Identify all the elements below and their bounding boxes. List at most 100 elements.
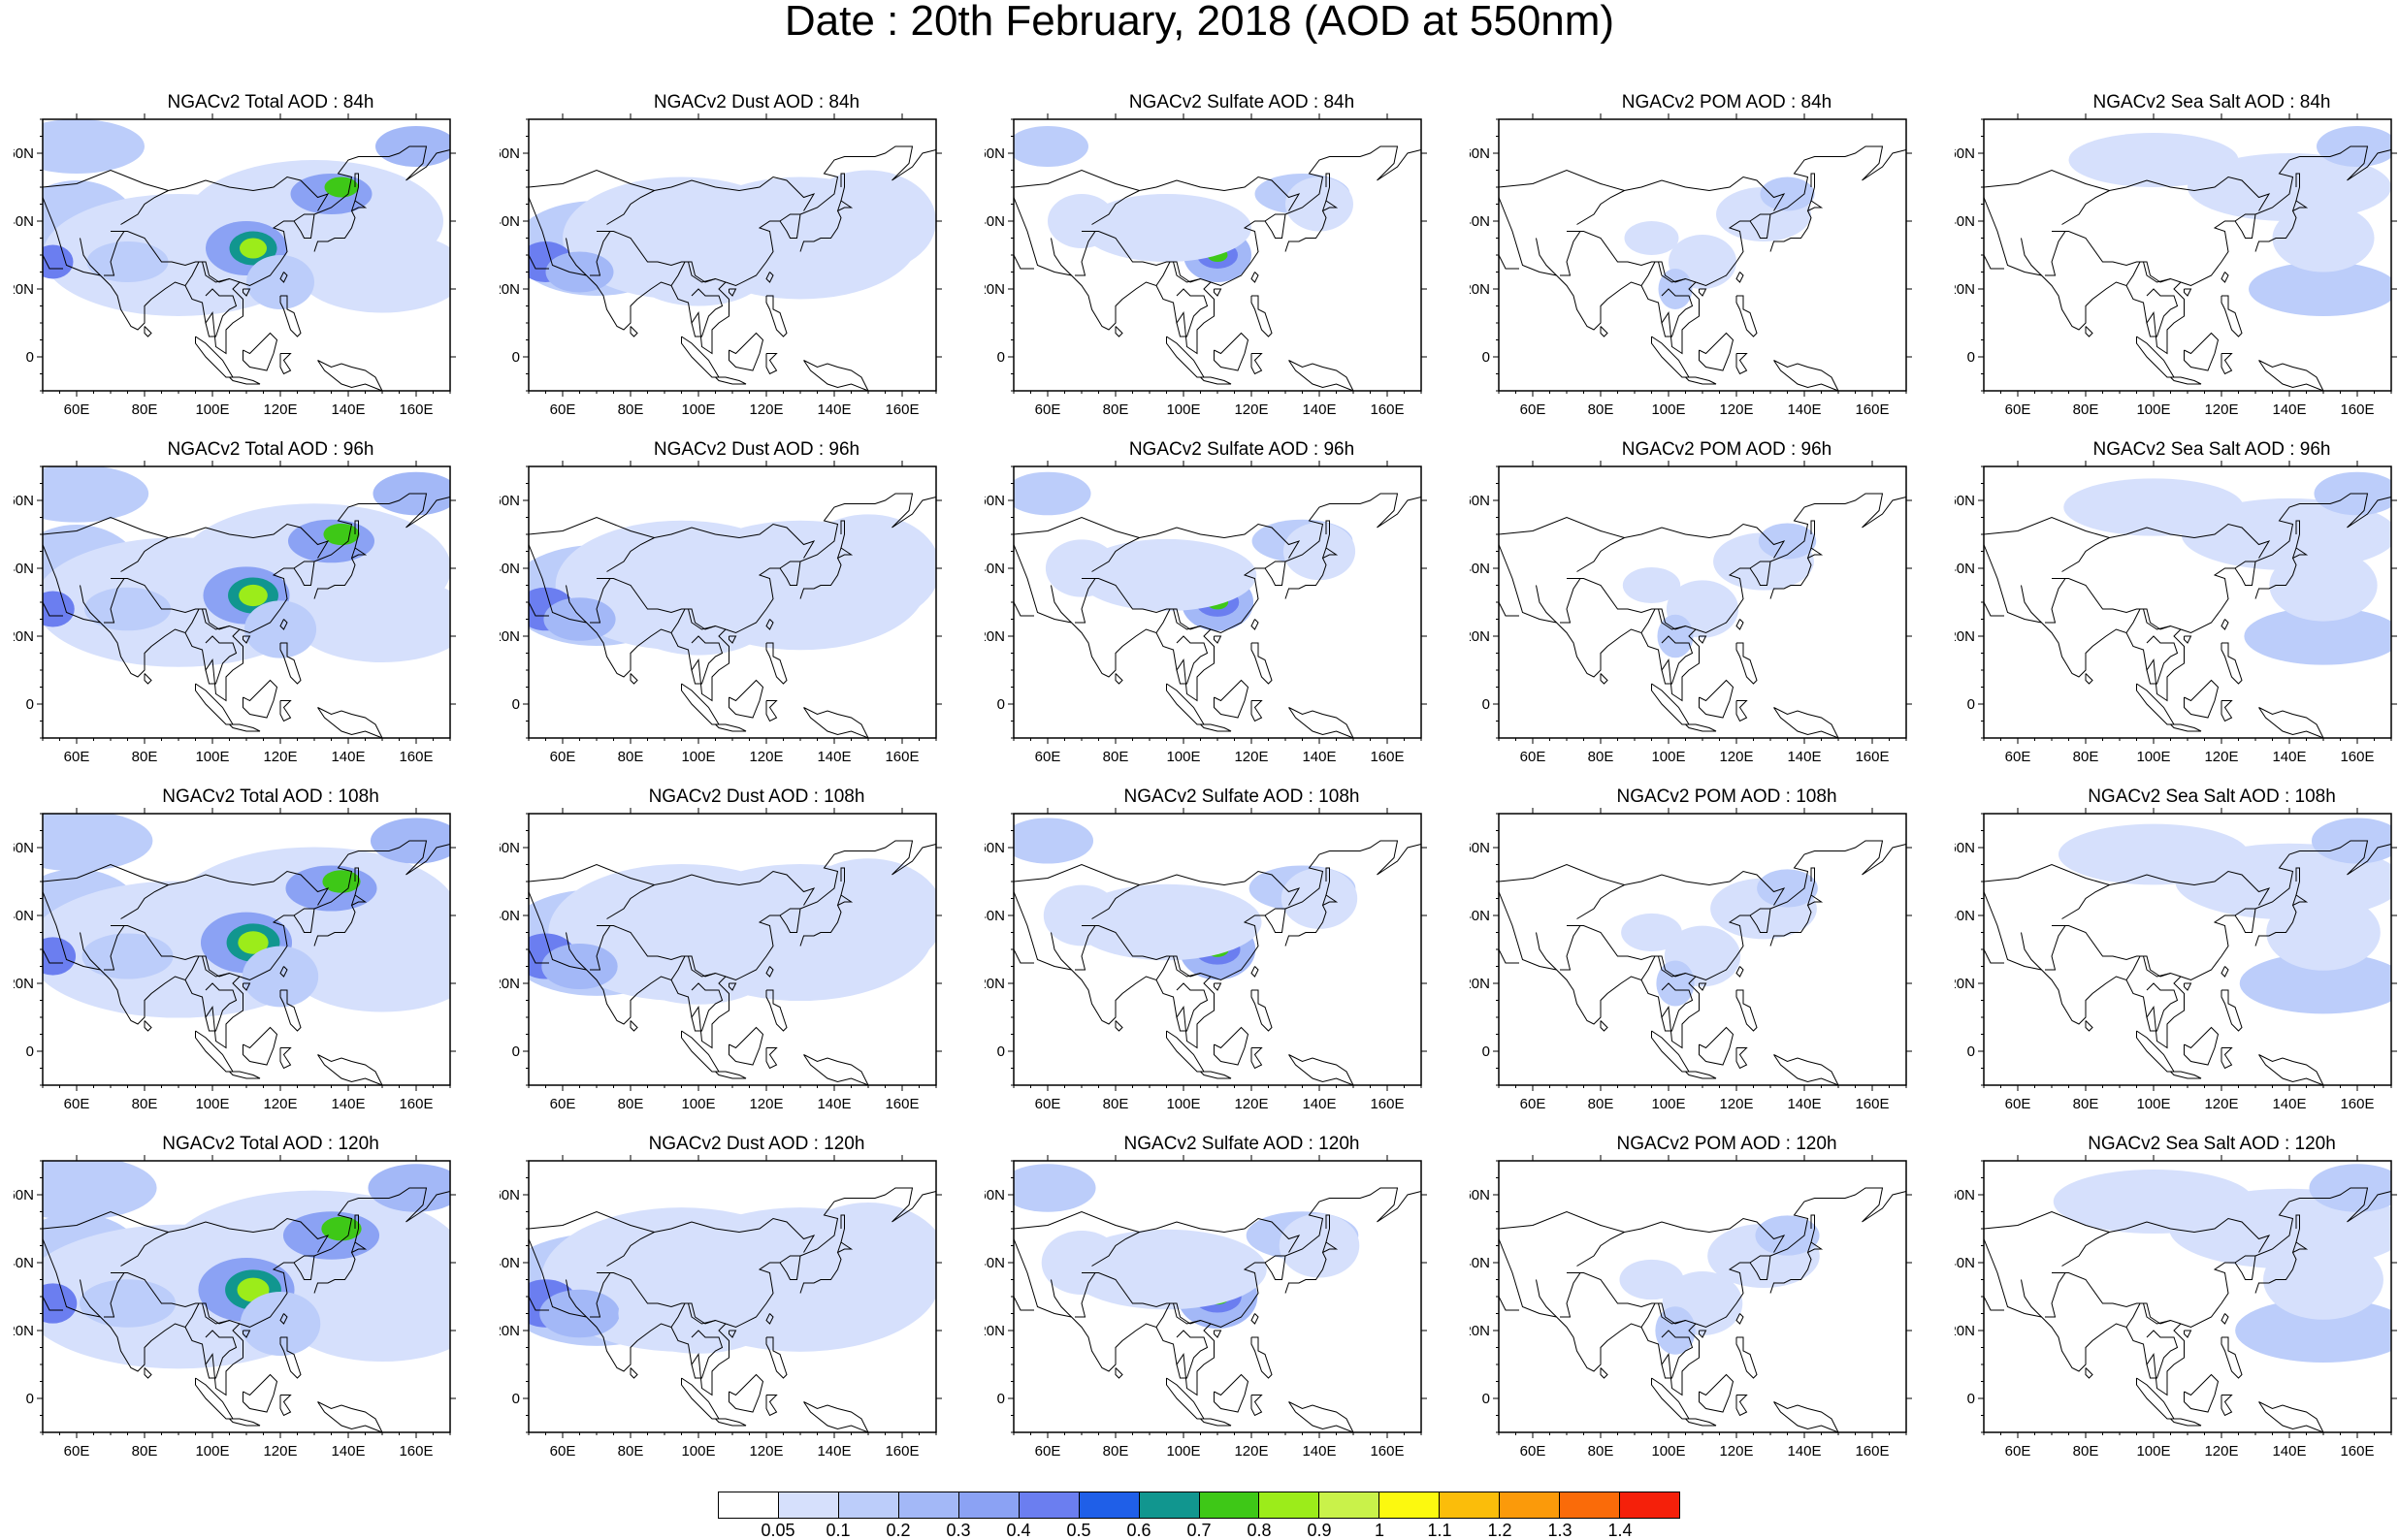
- aod-map: 60E 80E 100E 120E 140E 160E 60N 40N 20N 0: [14, 461, 456, 765]
- country-border: [670, 955, 716, 980]
- country-border: [205, 288, 238, 337]
- lat-tick-label: 20N: [14, 628, 34, 645]
- lat-tick-label: 60N: [500, 840, 520, 856]
- coastline-sakhalin: [1810, 867, 1815, 896]
- lon-tick-label: 120E: [1719, 401, 1753, 418]
- coastline-srilanka: [1600, 1020, 1608, 1032]
- aod-plume: [2239, 952, 2391, 1014]
- coastline-srilanka: [630, 1020, 638, 1032]
- country-border: [691, 982, 724, 1032]
- panel-title: NGACv2 Sulfate AOD : 96h: [1128, 439, 1355, 460]
- lon-tick-label: 100E: [1651, 749, 1685, 765]
- coastline-java: [2170, 376, 2202, 385]
- lat-tick-label: 20N: [985, 976, 1005, 992]
- coastline-taiwan: [2221, 1313, 2229, 1325]
- lat-tick-label: 40N: [14, 213, 34, 230]
- map-panel-sulfate-120h: NGACv2 Sulfate AOD : 120h 60E 80E 100E 120E 1…: [985, 1134, 1499, 1481]
- aod-field: [1499, 466, 1906, 738]
- aod-plume: [243, 600, 317, 658]
- lat-tick-label: 0: [512, 1043, 520, 1060]
- lat-tick-label: 0: [512, 696, 520, 713]
- colorbar-label: 0.9: [1307, 1521, 1332, 1540]
- country-border: [529, 863, 816, 906]
- country-border: [293, 561, 314, 569]
- colorbar-swatch: [1500, 1492, 1561, 1518]
- lon-tick-label: 120E: [263, 1096, 297, 1112]
- coastline-japan: [799, 200, 854, 252]
- lon-tick-label: 100E: [1651, 1096, 1685, 1112]
- aod-plume: [287, 920, 450, 1012]
- coastline-srilanka: [2085, 673, 2093, 685]
- figure-title: Date : 20th February, 2018 (AOD at 550nm…: [784, 0, 1615, 45]
- country-border: [1499, 863, 1786, 906]
- map-panel-seasalt-96h: NGACv2 Sea Salt AOD : 96h 60E 80E 100E 120E 1…: [1955, 439, 2399, 786]
- lon-tick-label: 140E: [1302, 1096, 1336, 1112]
- aod-plume: [1658, 269, 1693, 309]
- coastline-borneo: [1699, 332, 1734, 371]
- aod-plume: [545, 251, 614, 293]
- colorbar-swatch: [1079, 1492, 1140, 1518]
- country-border: [1091, 190, 1140, 225]
- country-border: [606, 884, 655, 919]
- coastline-borneo: [1214, 1373, 1249, 1413]
- country-border: [1014, 516, 1301, 559]
- lon-tick-label: 80E: [1588, 401, 1614, 418]
- coastline-java: [1200, 723, 1232, 732]
- aod-plume: [1041, 1230, 1122, 1296]
- aod-field: [1984, 466, 2391, 738]
- lon-tick-label: 100E: [195, 1443, 229, 1460]
- lon-tick-label: 100E: [195, 749, 229, 765]
- coastline-sumatra: [195, 1377, 234, 1420]
- coastline-borneo: [2184, 1026, 2220, 1066]
- coastline-borneo: [243, 332, 278, 371]
- lat-tick-label: 60N: [985, 1187, 1005, 1203]
- country-border: [2061, 537, 2110, 572]
- coastline-sakhalin: [2295, 173, 2300, 202]
- country-border: [566, 1279, 587, 1318]
- country-border: [205, 635, 238, 685]
- map-panel-pom-84h: NGACv2 POM AOD : 84h 60E 80E 100E 120E 140E 16…: [1470, 92, 1984, 439]
- aod-field: [529, 814, 936, 1085]
- country-border: [184, 261, 230, 286]
- coastline-japan: [313, 547, 368, 599]
- colorbar-label: 0.1: [826, 1521, 851, 1540]
- aod-plume: [1655, 1306, 1696, 1355]
- lon-tick-label: 120E: [2204, 1096, 2238, 1112]
- aod-plume: [1048, 194, 1116, 248]
- aod-plume: [81, 933, 174, 979]
- lat-tick-label: 60N: [985, 840, 1005, 856]
- colorbar-label: 0.8: [1247, 1521, 1272, 1540]
- aod-plume: [43, 937, 77, 976]
- country-border: [120, 190, 169, 225]
- coastline-sakhalin: [1325, 1214, 1330, 1243]
- lat-tick-label: 20N: [1955, 281, 1975, 298]
- lon-tick-label: 100E: [195, 1096, 229, 1112]
- lon-tick-label: 80E: [1588, 749, 1614, 765]
- aod-plume: [1281, 868, 1358, 929]
- country-border: [205, 982, 238, 1032]
- coastline-eurasia: [1014, 814, 1421, 1049]
- colorbar-label: 0.6: [1126, 1521, 1151, 1540]
- country-border: [779, 908, 800, 916]
- lon-tick-label: 120E: [749, 1443, 783, 1460]
- lat-tick-label: 0: [26, 349, 34, 366]
- country-border: [1051, 932, 1072, 971]
- aod-plume: [281, 1265, 450, 1363]
- aod-plume: [292, 575, 450, 663]
- lon-tick-label: 160E: [1855, 749, 1889, 765]
- lon-tick-label: 80E: [1588, 1443, 1614, 1460]
- lat-tick-label: 20N: [1470, 281, 1490, 298]
- lon-tick-label: 60E: [1520, 749, 1546, 765]
- colorbar-swatch: [1199, 1492, 1260, 1518]
- panel-title: NGACv2 Sea Salt AOD : 120h: [2088, 1134, 2336, 1154]
- coastline-hainan: [2184, 1330, 2192, 1338]
- coastline-sulawesi: [2221, 700, 2233, 722]
- lon-tick-label: 140E: [1302, 749, 1336, 765]
- lat-tick-label: 40N: [500, 1255, 520, 1271]
- colorbar-label: 1.4: [1607, 1521, 1633, 1540]
- coastline-borneo: [243, 679, 278, 719]
- lon-tick-label: 80E: [618, 749, 644, 765]
- lon-tick-label: 120E: [2204, 749, 2238, 765]
- aod-field: [43, 1161, 450, 1432]
- coastline-arabia: [43, 891, 63, 964]
